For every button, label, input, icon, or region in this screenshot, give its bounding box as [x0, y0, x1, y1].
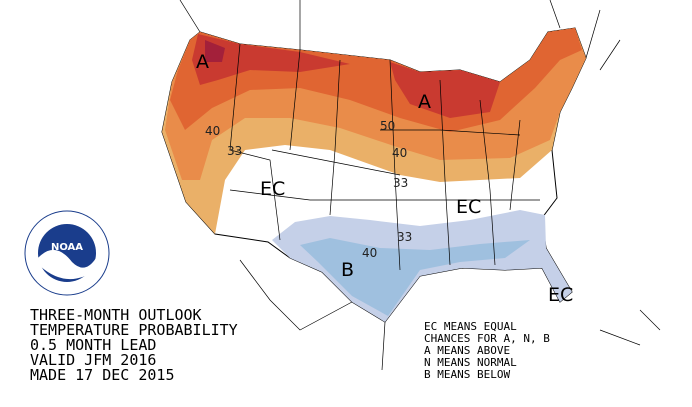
category-label: A	[196, 51, 209, 73]
legend-line: N MEANS NORMAL	[424, 356, 517, 369]
contour-label: 40	[392, 146, 407, 160]
legend-line: B MEANS BELOW	[424, 368, 510, 381]
probability-60-70-west	[192, 34, 350, 85]
category-label: A	[418, 91, 431, 113]
legend-line: EC MEANS EQUAL	[424, 320, 517, 333]
probability-70-plus	[205, 40, 225, 62]
contour-label: 50	[380, 119, 395, 133]
probability-below-40-50	[300, 238, 530, 316]
title-line: THREE-MONTH OUTLOOK	[30, 306, 202, 324]
category-label: EC	[548, 284, 573, 306]
category-label: EC	[456, 196, 481, 218]
logo-text: NOAA	[51, 242, 83, 253]
probability-60-70-lakes	[390, 62, 500, 118]
title-line: MADE 17 DEC 2015	[30, 366, 175, 384]
category-label: EC	[260, 178, 285, 200]
contour-label: 33	[397, 230, 412, 244]
legend-line: A MEANS ABOVE	[424, 344, 510, 357]
state-lines	[179, 0, 661, 371]
contour-label: 33	[393, 176, 408, 190]
category-label: B	[341, 259, 354, 281]
contour-label: 40	[205, 124, 220, 138]
title-line: 0.5 MONTH LEAD	[30, 336, 156, 354]
legend-line: CHANCES FOR A, N, B	[424, 332, 550, 345]
noaa-logo: NOAA	[24, 210, 110, 296]
contour-label: 40	[362, 246, 377, 260]
title-line: VALID JFM 2016	[30, 351, 156, 369]
contour-label: 33	[227, 144, 242, 158]
title-line: TEMPERATURE PROBABILITY	[30, 321, 238, 339]
